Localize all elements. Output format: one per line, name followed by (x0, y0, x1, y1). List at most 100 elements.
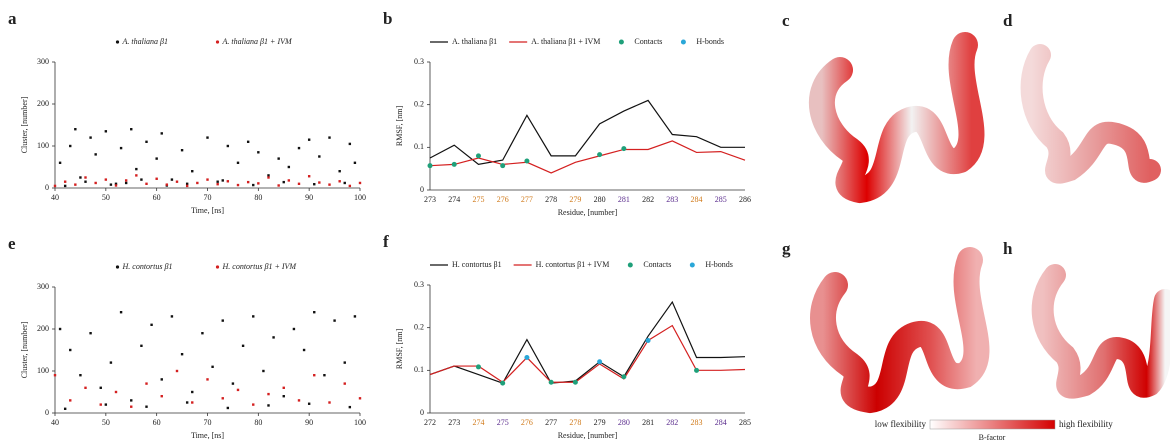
point (252, 184, 254, 186)
point (313, 311, 315, 313)
x-axis-label: Time, [ns] (191, 206, 224, 215)
marker (524, 355, 529, 360)
x-tick-label: 284 (691, 195, 703, 204)
x-tick-label: 274 (448, 195, 460, 204)
x-tick-label: 277 (545, 418, 557, 427)
point (349, 185, 351, 187)
y-tick-label: 0 (45, 408, 49, 417)
x-tick-label: 285 (715, 195, 727, 204)
x-tick-label: 70 (204, 418, 212, 427)
y-tick-label: 0.1 (414, 365, 424, 374)
y-tick-label: 100 (37, 141, 49, 150)
figure: c d g h low flexibility high flexibility… (0, 0, 1170, 445)
x-tick-label: 100 (354, 418, 366, 427)
legend-label: A. thaliana β1 (452, 37, 497, 46)
y-axis-label: Cluster, [number] (20, 321, 29, 378)
point (344, 182, 346, 184)
y-tick-label: 0.2 (414, 322, 424, 331)
x-tick-label: 278 (545, 195, 557, 204)
point (303, 349, 305, 351)
marker (694, 368, 699, 373)
x-tick-label: 279 (594, 418, 606, 427)
colorbar-low: low flexibility (875, 419, 927, 429)
x-tick-label: 275 (472, 195, 484, 204)
marker (621, 146, 626, 151)
x-tick-label: 50 (102, 418, 110, 427)
point (222, 397, 224, 399)
point (288, 179, 290, 181)
point (227, 180, 229, 182)
point (166, 183, 168, 185)
legend-marker (116, 265, 119, 268)
point (89, 136, 91, 138)
point (155, 157, 157, 159)
point (161, 378, 163, 380)
point (313, 183, 315, 185)
legend-label: A. thaliana β1 (122, 37, 169, 46)
y-tick-label: 0.3 (414, 57, 424, 66)
x-tick-label: 273 (448, 418, 460, 427)
legend-marker (216, 265, 219, 268)
point (232, 382, 234, 384)
point (69, 399, 71, 401)
point (328, 401, 330, 403)
x-tick-label: 281 (618, 195, 630, 204)
point (74, 128, 76, 130)
panel-label: e (8, 234, 16, 253)
panel-label: c (782, 11, 790, 30)
point (161, 132, 163, 134)
y-tick-label: 0.2 (414, 99, 424, 108)
point (130, 406, 132, 408)
marker (549, 380, 554, 385)
x-tick-label: 50 (102, 193, 110, 202)
point (135, 174, 137, 176)
point (216, 181, 218, 183)
point (145, 141, 147, 143)
legend-marker (681, 40, 686, 45)
point (298, 147, 300, 149)
point (206, 378, 208, 380)
y-tick-label: 200 (37, 99, 49, 108)
marker (597, 152, 602, 157)
marker (476, 153, 481, 158)
panel-label: f (383, 232, 389, 251)
point (293, 328, 295, 330)
point (84, 387, 86, 389)
point (191, 170, 193, 172)
point (262, 370, 264, 372)
legend-label: H. contortus β1 (452, 260, 502, 269)
marker (646, 338, 651, 343)
colorbar-high: high flexibility (1059, 419, 1113, 429)
x-tick-label: 80 (254, 193, 262, 202)
legend-label: A. thaliana β1 + IVM (222, 37, 293, 46)
point (145, 183, 147, 185)
x-tick-label: 60 (153, 193, 161, 202)
structure-c (822, 45, 972, 190)
point (186, 185, 188, 187)
point (277, 157, 279, 159)
point (344, 382, 346, 384)
x-tick-label: 40 (51, 193, 59, 202)
point (69, 145, 71, 147)
point (267, 393, 269, 395)
y-axis-label: RMSF, [nm] (395, 329, 404, 370)
point (328, 136, 330, 138)
point (64, 181, 66, 183)
point (181, 149, 183, 151)
point (59, 328, 61, 330)
x-tick-label: 90 (305, 418, 313, 427)
point (110, 183, 112, 185)
x-tick-label: 285 (739, 418, 751, 427)
point (191, 391, 193, 393)
y-tick-label: 0 (45, 183, 49, 192)
y-axis-label: RMSF, [nm] (395, 106, 404, 147)
point (272, 336, 274, 338)
point (308, 139, 310, 141)
point (125, 182, 127, 184)
point (115, 391, 117, 393)
point (201, 332, 203, 334)
point (283, 387, 285, 389)
point (313, 374, 315, 376)
point (69, 349, 71, 351)
point (283, 395, 285, 397)
